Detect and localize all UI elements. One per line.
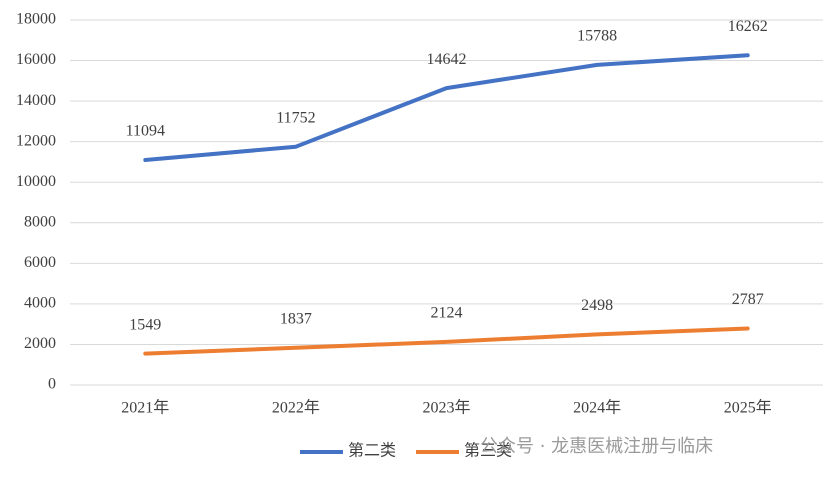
y-tick-label: 8000 [24,213,56,230]
data-label: 16262 [728,18,768,35]
series-line [143,326,750,356]
legend-label: 第三类 [464,442,512,460]
y-tick-label: 2000 [24,335,56,352]
data-label: 1549 [129,316,161,333]
data-label: 11094 [126,123,165,140]
y-tick-label: 4000 [24,295,56,312]
x-tick-label: 2025年 [724,399,772,417]
data-label: 11752 [276,109,315,126]
data-label: 14642 [427,51,467,68]
y-tick-label: 14000 [16,92,56,109]
data-label: 1837 [280,310,312,327]
y-tick-label: 16000 [16,51,56,68]
data-label: 2124 [431,305,463,322]
data-label: 2498 [581,297,613,314]
watermark: 公众号 · 龙惠医械注册与临床 [480,436,713,457]
y-tick-label: 0 [48,376,56,393]
x-tick-label: 2021年 [121,399,169,417]
y-tick-label: 12000 [16,132,56,149]
x-tick-label: 2023年 [422,399,470,417]
legend-label: 第二类 [348,442,396,460]
x-tick-label: 2022年 [272,399,320,417]
x-tick-label: 2024年 [573,399,621,417]
data-label: 2787 [732,291,764,308]
data-label: 15788 [577,28,617,45]
series-line [143,53,750,163]
y-tick-label: 6000 [24,254,56,271]
y-tick-label: 18000 [16,11,56,28]
y-tick-label: 10000 [16,173,56,190]
